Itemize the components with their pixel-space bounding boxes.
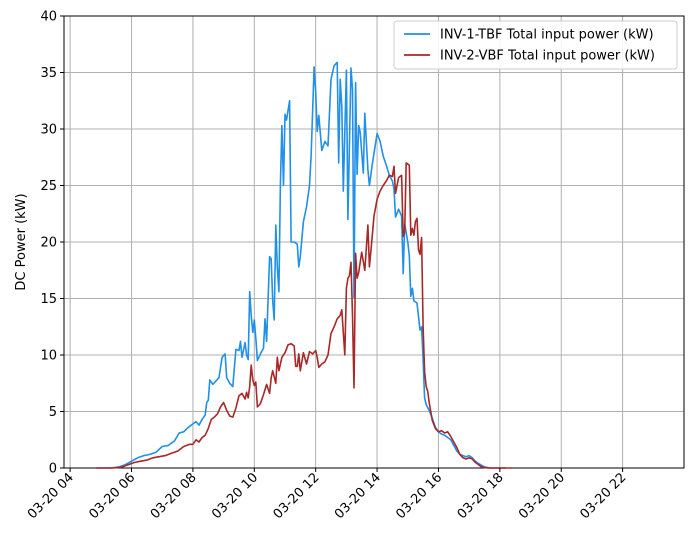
y-tick-label: 35 <box>40 66 57 81</box>
x-tick-label: 03-20 06 <box>86 470 138 522</box>
x-tick-label: 03-20 22 <box>578 470 630 522</box>
legend-label-2: INV-2-VBF Total input power (kW) <box>440 49 655 64</box>
legend-frame <box>393 20 678 70</box>
x-axis-ticks: 03-20 04 03-20 06 03-20 08 03-20 10 03-20 12… <box>25 468 629 522</box>
y-axis-label: DC Power (kW) <box>14 193 29 290</box>
x-tick-label: 03-20 12 <box>271 470 323 522</box>
grid-lines <box>64 15 684 469</box>
y-axis-ticks: 0 5 10 15 20 25 30 35 40 <box>40 10 64 477</box>
x-tick-label: 03-20 08 <box>148 470 200 522</box>
series-line-2 <box>96 162 513 469</box>
y-tick-label: 5 <box>49 405 57 420</box>
x-tick-label: 03-20 18 <box>455 470 507 522</box>
legend-label-1: INV-1-TBF Total input power (kW) <box>440 28 654 43</box>
y-tick-label: 40 <box>40 10 57 25</box>
y-tick-label: 25 <box>40 179 57 194</box>
series-lines <box>96 61 513 469</box>
x-tick-label: 03-20 20 <box>516 470 568 522</box>
legend: INV-1-TBF Total input power (kW) INV-2-VB… <box>393 20 678 70</box>
y-tick-label: 20 <box>40 236 57 251</box>
x-tick-label: 03-20 10 <box>209 470 261 522</box>
y-tick-label: 15 <box>40 292 57 307</box>
x-tick-label: 03-20 14 <box>332 470 384 522</box>
series-line-1 <box>96 61 506 469</box>
y-tick-label: 0 <box>49 462 57 477</box>
y-tick-label: 10 <box>40 349 57 364</box>
x-tick-label: 03-20 04 <box>25 470 77 522</box>
y-tick-label: 30 <box>40 123 57 138</box>
x-tick-label: 03-20 16 <box>393 470 445 522</box>
